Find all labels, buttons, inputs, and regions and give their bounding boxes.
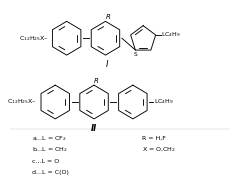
Text: R = H,F: R = H,F: [142, 136, 166, 141]
Text: X = O,CH$_2$: X = O,CH$_2$: [142, 146, 176, 154]
Text: LC$_4$H$_9$: LC$_4$H$_9$: [161, 31, 181, 40]
Text: C$_{12}$H$_{25}$X–: C$_{12}$H$_{25}$X–: [19, 34, 48, 43]
Text: C$_{12}$H$_{25}$X–: C$_{12}$H$_{25}$X–: [7, 98, 37, 106]
Text: LC$_4$H$_9$: LC$_4$H$_9$: [154, 98, 174, 106]
Text: d...L = C(O): d...L = C(O): [33, 170, 69, 175]
Text: R: R: [106, 14, 110, 20]
Text: b...L = CH$_2$: b...L = CH$_2$: [33, 145, 69, 154]
Text: a...L = CF$_2$: a...L = CF$_2$: [33, 134, 67, 143]
Text: R: R: [94, 78, 99, 84]
Text: S: S: [134, 52, 137, 57]
Text: I: I: [106, 60, 108, 69]
Text: II: II: [91, 124, 97, 132]
Text: c...L = O: c...L = O: [33, 159, 60, 164]
